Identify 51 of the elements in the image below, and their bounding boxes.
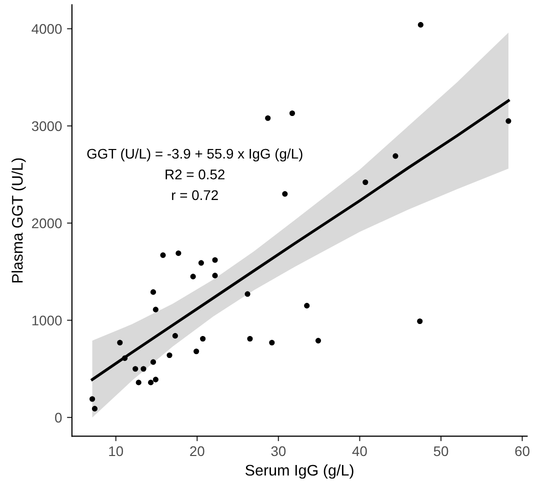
point [417,318,423,324]
point [315,338,322,344]
x-tick-label: 60 [515,446,530,456]
point [136,380,142,386]
point [304,302,310,308]
point [247,336,253,342]
point [265,115,271,121]
point [190,274,196,280]
point [152,376,158,382]
point [289,110,296,116]
annotation: GGT (U/L) = -3.9 + 55.9 x IgG (g/L) [87,148,302,162]
point [244,291,250,297]
x-tick-label: 40 [352,446,367,456]
y-axis-title: Plasma GGT (U/L) [12,158,26,282]
point [148,380,154,386]
point [269,340,275,346]
y-tick-label: 3000 [32,121,62,132]
point [212,257,218,263]
point [194,348,200,354]
point [176,250,182,256]
x-tick-label: 20 [190,446,204,456]
x-axis-title: Serum IgG (g/L) [245,464,354,479]
point [152,306,158,312]
point [198,260,204,266]
point [160,252,166,258]
point [166,352,172,358]
annotation: R2 = 0.52 [166,170,224,180]
point [282,191,288,197]
point [392,153,398,159]
point [150,359,156,365]
y-tick-label: 1000 [32,316,62,326]
point [122,355,128,361]
point [506,118,512,124]
point [200,336,206,342]
y-tick-label: 2000 [32,218,62,228]
y-tick-label: 0 [55,412,62,423]
point [212,272,218,278]
point [418,22,424,28]
point [90,396,96,402]
annotation: r = 0.72 [172,190,218,200]
point [362,179,368,186]
x-tick-label: 30 [271,446,286,456]
point [172,333,178,339]
point [140,366,146,372]
x-tick-label: 50 [434,446,448,456]
point [132,366,138,372]
point [92,406,98,412]
y-tick-label: 4000 [32,24,62,34]
point [117,340,123,346]
point [150,289,156,295]
x-tick-label: 10 [109,446,124,456]
